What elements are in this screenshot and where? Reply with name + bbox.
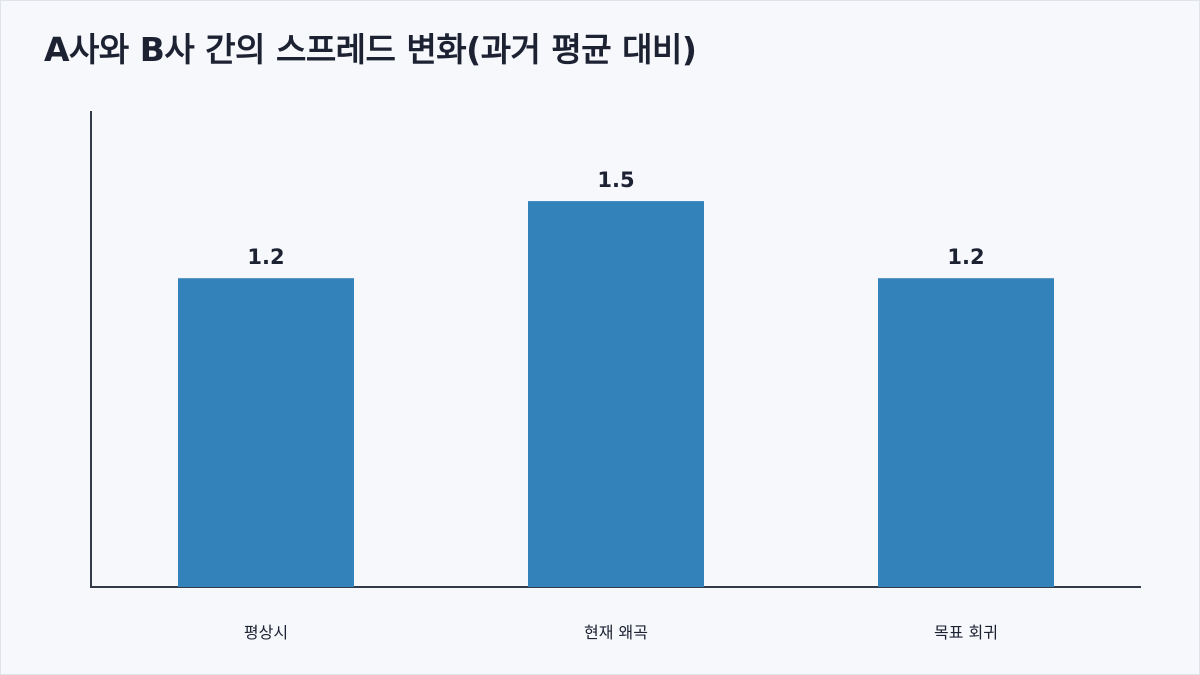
- x-tick-label-1: 평상시: [244, 623, 288, 642]
- bar-3: [878, 278, 1054, 587]
- bar-value-label-1: 1.2: [247, 245, 284, 269]
- bars-group: [178, 201, 1054, 587]
- bar-1: [178, 278, 354, 587]
- chart-title: A사와 B사 간의 스프레드 변화(과거 평균 대비): [44, 30, 697, 69]
- x-tick-label-3: 목표 회귀: [934, 623, 998, 642]
- bar-value-label-3: 1.2: [947, 245, 984, 269]
- bar-value-label-2: 1.5: [597, 168, 634, 192]
- labels-group: 1.2 평상시 1.5 현재 왜곡 1.2 목표 회귀: [244, 168, 998, 642]
- bar-2: [528, 201, 704, 587]
- x-tick-label-2: 현재 왜곡: [584, 623, 648, 642]
